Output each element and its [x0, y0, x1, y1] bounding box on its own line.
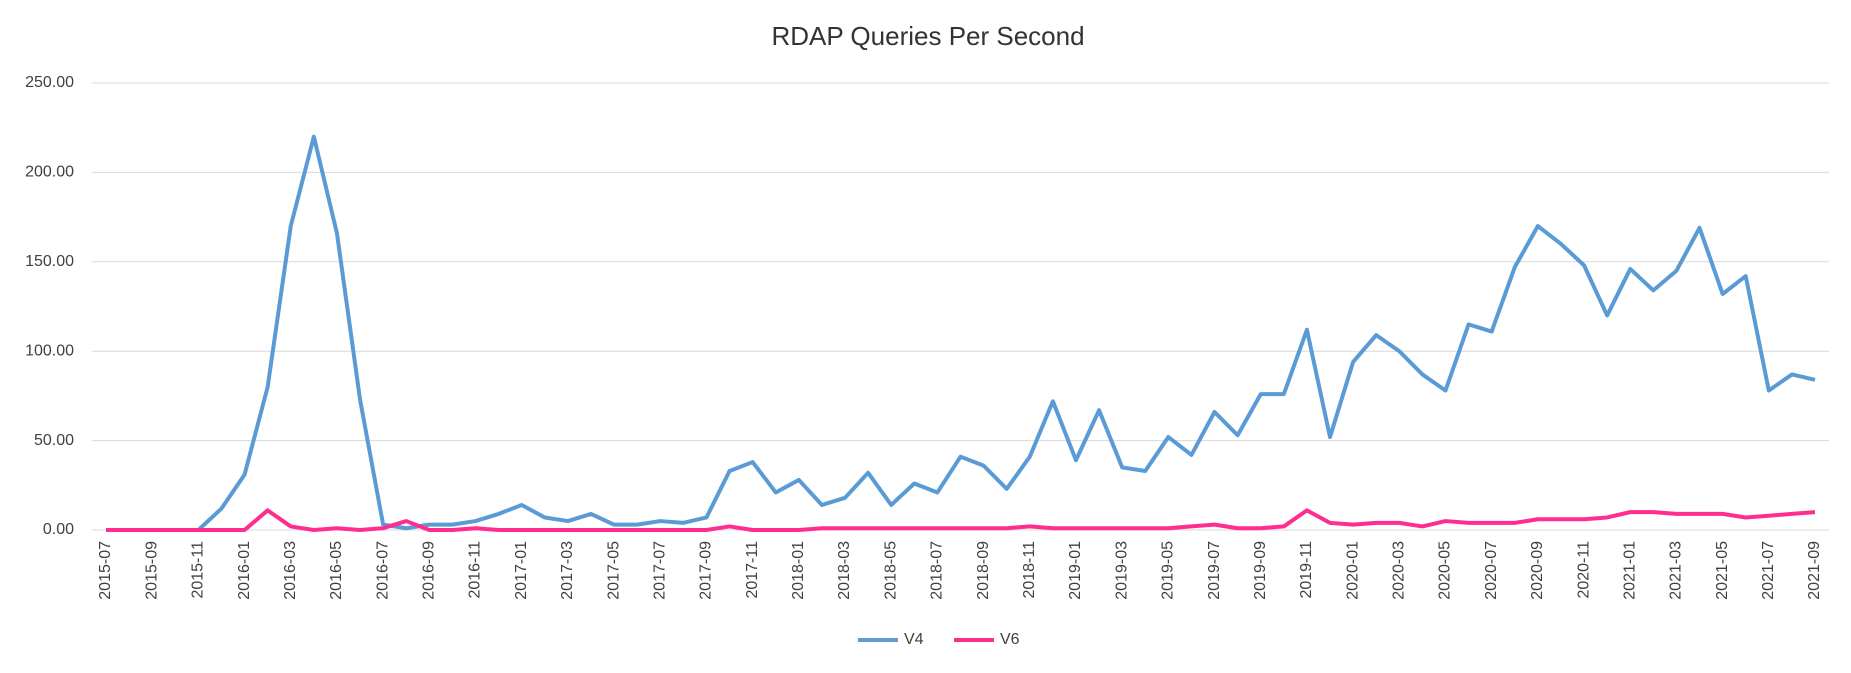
series-line	[106, 508, 1816, 532]
y-tick-label: 250.00	[25, 74, 74, 91]
x-tick-label: 2020-11	[1575, 541, 1592, 599]
x-tick-label: 2017-11	[744, 541, 761, 599]
x-tick-label: 2018-07	[929, 541, 946, 600]
x-tick-label: 2020-09	[1529, 541, 1546, 600]
x-tick-label: 2017-09	[698, 541, 715, 600]
x-tick-label: 2019-09	[1252, 541, 1269, 600]
y-tick-label: 50.00	[34, 432, 74, 449]
x-tick-label: 2016-03	[282, 541, 299, 600]
x-tick-label: 2021-05	[1714, 541, 1731, 600]
x-tick-label: 2018-11	[1021, 541, 1038, 599]
x-tick-label: 2020-07	[1483, 541, 1500, 600]
x-tick-label: 2021-03	[1668, 541, 1685, 600]
x-tick-label: 2017-03	[559, 541, 576, 600]
x-tick-label: 2019-05	[1160, 541, 1177, 600]
x-tick-label: 2016-11	[467, 541, 484, 599]
x-tick-label: 2020-03	[1391, 541, 1408, 600]
x-tick-label: 2016-09	[421, 541, 438, 600]
y-tick-label: 0.00	[43, 521, 74, 538]
x-tick-label: 2015-09	[143, 541, 160, 600]
x-tick-label: 2018-03	[836, 541, 853, 600]
x-tick-label: 2016-07	[374, 541, 391, 600]
x-tick-label: 2019-03	[1113, 541, 1130, 600]
x-tick-label: 2021-09	[1806, 541, 1823, 600]
legend-label: V4	[904, 631, 924, 648]
x-tick-label: 2019-07	[1206, 541, 1223, 600]
series-line	[106, 134, 1816, 532]
x-tick-label: 2019-01	[1067, 541, 1084, 600]
x-tick-label: 2020-01	[1344, 541, 1361, 600]
legend-label: V6	[1000, 631, 1020, 648]
chart-title: RDAP Queries Per Second	[771, 21, 1084, 51]
x-tick-label: 2021-07	[1760, 541, 1777, 600]
x-tick-label: 2017-01	[513, 541, 530, 600]
x-tick-label: 2018-01	[790, 541, 807, 600]
x-tick-label: 2020-05	[1437, 541, 1454, 600]
x-tick-label: 2018-05	[882, 541, 899, 600]
x-tick-label: 2017-07	[651, 541, 668, 600]
x-tick-label: 2015-11	[190, 541, 207, 599]
y-tick-label: 200.00	[25, 164, 74, 181]
y-tick-label: 100.00	[25, 342, 74, 359]
x-tick-label: 2018-09	[975, 541, 992, 600]
x-tick-label: 2019-11	[1298, 541, 1315, 599]
x-tick-label: 2016-05	[328, 541, 345, 600]
x-tick-label: 2017-05	[605, 541, 622, 600]
y-tick-label: 150.00	[25, 253, 74, 270]
x-tick-label: 2021-01	[1621, 541, 1638, 600]
x-tick-label: 2016-01	[236, 541, 253, 600]
x-tick-label: 2015-07	[97, 541, 114, 600]
